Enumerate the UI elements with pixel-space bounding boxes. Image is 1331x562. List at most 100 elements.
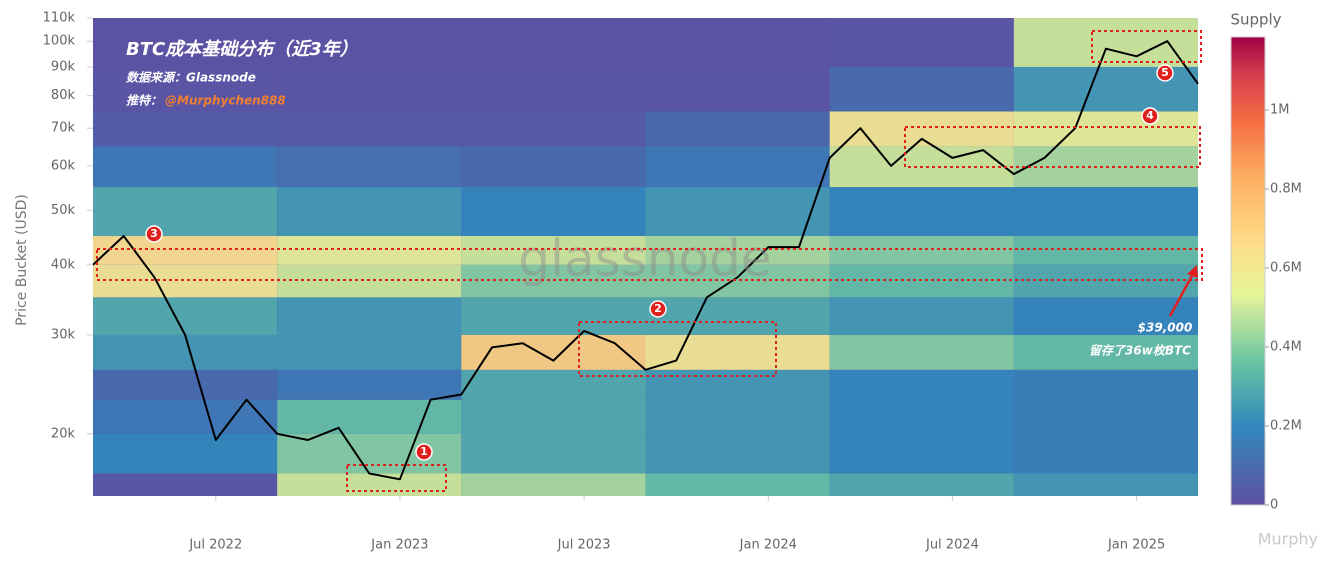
heatmap-cell [93, 187, 278, 237]
y-tick-label: 80k [51, 88, 76, 103]
heatmap-cell [829, 369, 1014, 400]
heatmap-cell [829, 66, 1014, 112]
heatmap-cell [829, 334, 1014, 370]
heatmap-cell [277, 297, 462, 335]
source: 数据来源：Glassnode [126, 71, 256, 85]
heatmap-cell [461, 399, 646, 434]
heatmap-cell [461, 187, 646, 237]
heatmap-cell [93, 369, 278, 400]
colorbar-tick-label: 0 [1270, 498, 1278, 513]
heatmap-cell [277, 66, 462, 112]
heatmap-cell [645, 187, 830, 237]
heatmap-cell [645, 369, 830, 400]
heatmap-cell [645, 399, 830, 434]
price-note: $39,000 [1138, 321, 1193, 335]
marker: 5 [1156, 64, 1174, 82]
heatmap-cell [829, 264, 1014, 298]
heatmap-cell [645, 297, 830, 335]
x-tick-label: Jul 2024 [925, 538, 979, 553]
heatmap-cell [1013, 264, 1198, 298]
heatmap-cell [461, 369, 646, 400]
colorbar-tick-label: 0.6M [1270, 261, 1302, 276]
heatmap-cell [829, 236, 1014, 265]
y-tick-label: 20k [51, 426, 76, 441]
heatmap-cell [645, 433, 830, 474]
twitter-label: 推特： [126, 94, 162, 108]
heatmap-cell [1013, 18, 1198, 67]
heatmap-cell [93, 66, 278, 112]
heatmap-cell [1013, 334, 1198, 370]
heatmap-cell [93, 111, 278, 147]
marker-label: 2 [654, 302, 662, 315]
colorbar [1230, 36, 1266, 506]
heatmap-cell [461, 146, 646, 188]
y-tick-label: 100k [43, 34, 76, 49]
heatmap-cell [829, 18, 1014, 67]
credit: Murphy [1258, 530, 1318, 549]
y-tick-label: 110k [43, 11, 76, 26]
heatmap-cell [1013, 236, 1198, 265]
y-tick-label: 40k [51, 257, 76, 272]
colorbar-title: Supply [1230, 11, 1281, 29]
highlight-box [578, 321, 777, 377]
heatmap-cell [93, 264, 278, 298]
heatmap-cell [1013, 369, 1198, 400]
colorbar-tick-label: 0.8M [1270, 182, 1302, 197]
price-line-layer [92, 40, 1199, 481]
marker: 4 [1141, 107, 1159, 125]
heatmap-cell [93, 236, 278, 265]
y-tick-label: 50k [51, 203, 76, 218]
heatmap-cell [645, 146, 830, 188]
heatmap-cell [93, 18, 278, 67]
heatmap-cell [461, 111, 646, 147]
x-tick-label: Jan 2025 [1107, 538, 1165, 553]
heatmap-cell [277, 399, 462, 434]
marker-label: 5 [1161, 66, 1169, 79]
marker: 1 [415, 443, 433, 461]
highlight-box [904, 126, 1201, 168]
heatmap-cell [1013, 297, 1198, 335]
heatmap-cell [277, 334, 462, 370]
marker-label: 1 [420, 445, 428, 458]
heatmap-cell [461, 236, 646, 265]
watermark: glassnode [518, 230, 771, 288]
colorbar-tick-label: 0.2M [1270, 419, 1302, 434]
y-tick-label: 30k [51, 327, 76, 342]
highlight-box [346, 464, 447, 492]
heatmap-cell [1013, 473, 1198, 496]
heatmap-cell [93, 433, 278, 474]
heatmap-cell [461, 297, 646, 335]
colorbar-tick-label: 1M [1270, 103, 1290, 118]
marker: 3 [145, 225, 163, 243]
heatmap-cell [829, 433, 1014, 474]
y-tick-label: 90k [51, 59, 76, 74]
heatmap-cell [829, 297, 1014, 335]
heatmap-cell [1013, 187, 1198, 237]
heatmap-cell [829, 473, 1014, 496]
heatmap-cell [1013, 433, 1198, 474]
x-tick-label: Jul 2023 [557, 538, 611, 553]
y-tick-label: 60k [51, 158, 76, 173]
heatmap-cell [645, 236, 830, 265]
y-tick-label: 70k [51, 121, 76, 136]
heatmap-cell [829, 111, 1014, 147]
heatmap-cell [461, 18, 646, 67]
heatmap-cell [1013, 111, 1198, 147]
heatmap-cell [277, 473, 462, 496]
highlight-box [96, 248, 1203, 281]
heatmap-cell [645, 473, 830, 496]
heatmap-cell [645, 18, 830, 67]
supply-note: 留存了36w枚BTC [1089, 344, 1191, 358]
heatmap-cell [645, 264, 830, 298]
heatmap-cell [645, 334, 830, 370]
heatmap-cell [277, 111, 462, 147]
heatmap-cell [277, 18, 462, 67]
chart-title: BTC成本基础分布（近3年） [126, 39, 358, 60]
heatmap-cell [461, 66, 646, 112]
heatmap-cell [93, 334, 278, 370]
heatmap-cell [645, 111, 830, 147]
price-line [92, 40, 1199, 481]
heatmap-cell [829, 187, 1014, 237]
heatmap-cell [461, 473, 646, 496]
